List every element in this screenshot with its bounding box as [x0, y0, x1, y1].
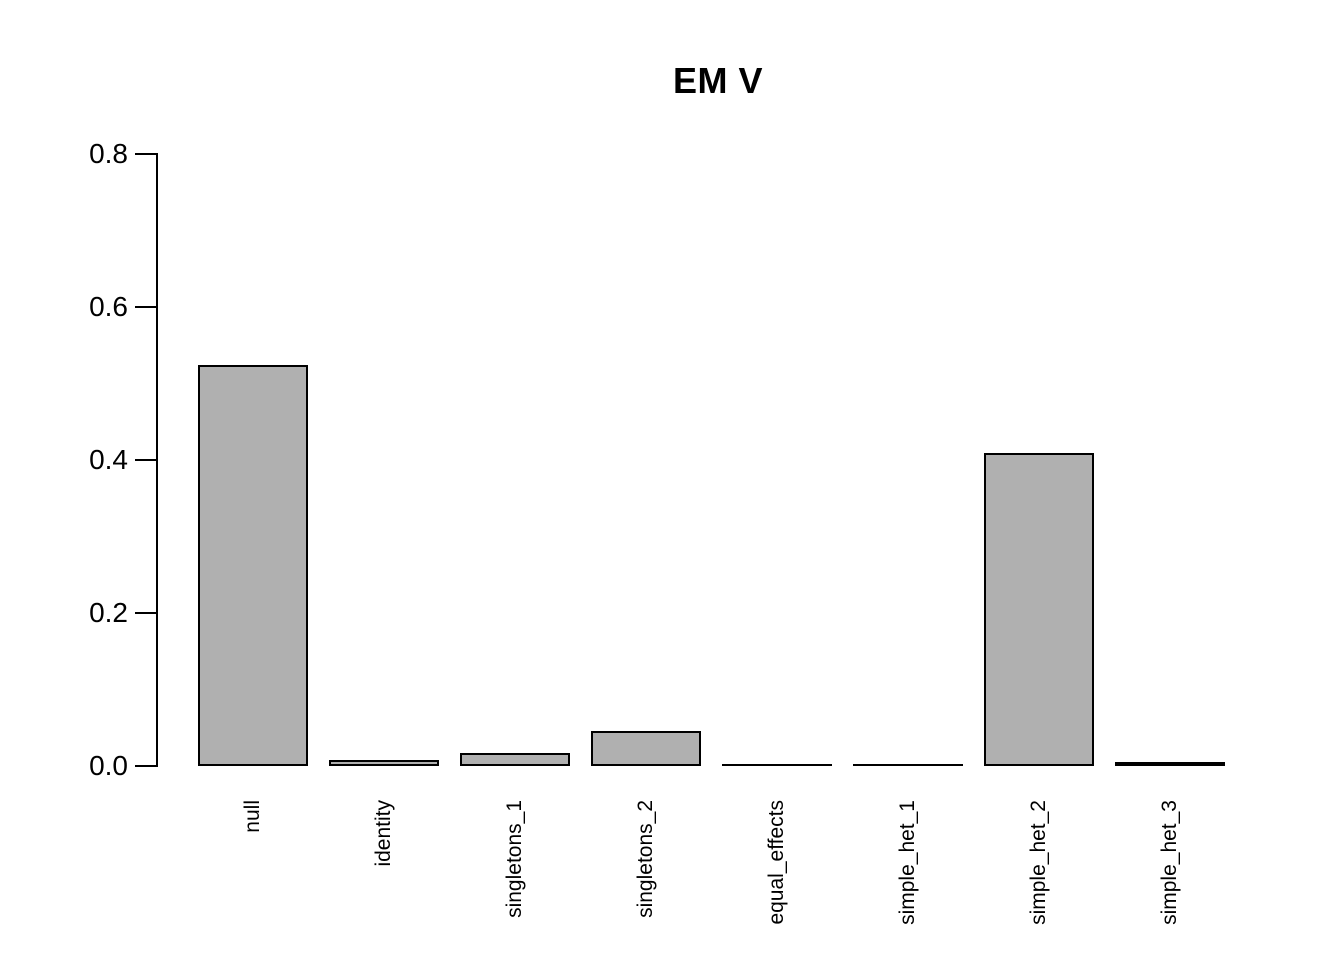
x-label-null: null: [241, 800, 264, 833]
y-tick-0.0: [135, 765, 157, 767]
bar-simple_het_3: [1115, 762, 1225, 766]
y-tick-label-0.4: 0.4: [89, 444, 128, 475]
bar-identity: [329, 760, 439, 766]
x-label-simple_het_2: simple_het_2: [1027, 800, 1050, 925]
y-tick-label-0.2: 0.2: [89, 597, 128, 628]
x-label-simple_het_3: simple_het_3: [1158, 800, 1181, 925]
y-tick-label-0.6: 0.6: [89, 291, 128, 322]
y-axis-line: [156, 153, 158, 767]
x-label-equal_effects: equal_effects: [765, 800, 788, 925]
y-tick-0.4: [135, 459, 157, 461]
x-label-simple_het_1: simple_het_1: [896, 800, 919, 925]
y-tick-0.2: [135, 612, 157, 614]
x-label-identity: identity: [372, 800, 395, 867]
y-tick-0.6: [135, 306, 157, 308]
bar-null: [198, 365, 308, 766]
chart-title: EM V: [672, 60, 763, 101]
bar-simple_het_2: [984, 453, 1094, 766]
y-tick-label-0.0: 0.0: [89, 750, 128, 781]
y-tick-0.8: [135, 153, 157, 155]
y-tick-label-0.8: 0.8: [89, 138, 128, 169]
x-label-singletons_2: singletons_2: [634, 800, 657, 918]
x-label-singletons_1: singletons_1: [503, 800, 526, 918]
bar-simple_het_1: [853, 764, 963, 766]
bar-singletons_1: [460, 753, 570, 766]
bar-singletons_2: [591, 731, 701, 766]
bar-equal_effects: [722, 764, 832, 766]
